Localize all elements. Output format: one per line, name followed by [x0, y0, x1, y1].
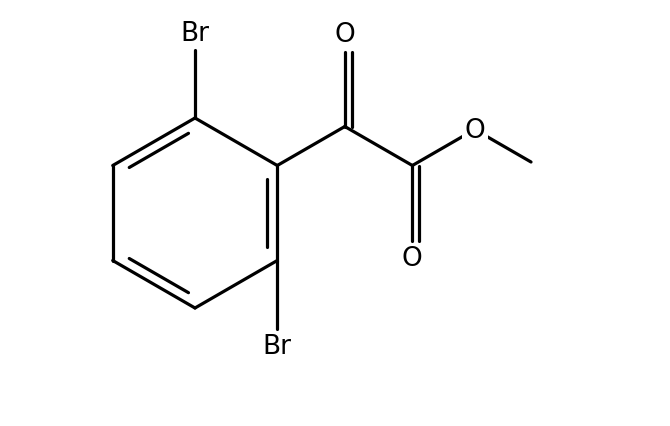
- Text: O: O: [334, 21, 355, 47]
- Text: Br: Br: [180, 21, 210, 47]
- Text: Br: Br: [263, 333, 291, 359]
- Text: O: O: [464, 117, 485, 143]
- Text: O: O: [402, 246, 423, 272]
